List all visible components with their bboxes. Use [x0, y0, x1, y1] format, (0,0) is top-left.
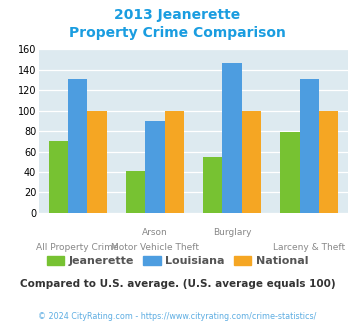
Legend: Jeanerette, Louisiana, National: Jeanerette, Louisiana, National [42, 251, 313, 271]
Text: Arson: Arson [142, 228, 168, 237]
Bar [68, 79, 87, 213]
Text: Motor Vehicle Theft: Motor Vehicle Theft [111, 243, 199, 252]
Bar [242, 111, 261, 213]
Bar [145, 121, 164, 213]
Bar [300, 79, 319, 213]
Bar [203, 157, 223, 213]
Text: Compared to U.S. average. (U.S. average equals 100): Compared to U.S. average. (U.S. average … [20, 279, 335, 289]
Bar [223, 63, 242, 213]
Text: © 2024 CityRating.com - https://www.cityrating.com/crime-statistics/: © 2024 CityRating.com - https://www.city… [38, 312, 317, 321]
Text: Larceny & Theft: Larceny & Theft [273, 243, 345, 252]
Text: 2013 Jeanerette: 2013 Jeanerette [114, 8, 241, 22]
Bar [87, 111, 106, 213]
Text: Burglary: Burglary [213, 228, 251, 237]
Bar [319, 111, 338, 213]
Text: Property Crime Comparison: Property Crime Comparison [69, 26, 286, 40]
Bar [164, 111, 184, 213]
Bar [49, 141, 68, 213]
Bar [280, 132, 300, 213]
Text: All Property Crime: All Property Crime [37, 243, 119, 252]
Bar [126, 171, 145, 213]
